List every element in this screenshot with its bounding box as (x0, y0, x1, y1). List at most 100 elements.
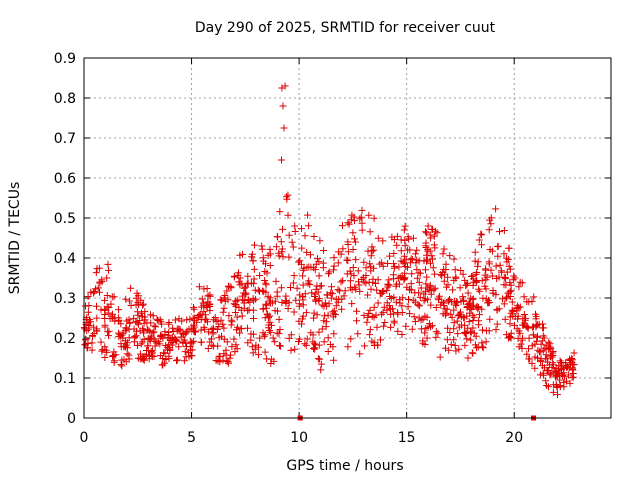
data-point (390, 250, 398, 257)
data-point (227, 283, 235, 291)
data-point (283, 193, 290, 201)
data-point (295, 258, 303, 266)
data-point (281, 82, 289, 90)
data-point (358, 226, 366, 234)
data-point (408, 270, 416, 278)
data-point (133, 342, 141, 349)
data-point (460, 296, 467, 304)
data-point (272, 243, 280, 251)
data-point (426, 247, 434, 255)
data-point (362, 272, 370, 279)
data-point (318, 301, 326, 309)
data-point (123, 344, 131, 352)
data-point (280, 124, 288, 132)
data-point (220, 294, 228, 302)
data-point (194, 313, 202, 321)
data-point (262, 281, 270, 289)
data-point (338, 295, 346, 303)
data-point (204, 292, 212, 300)
data-point (545, 338, 553, 346)
data-point (404, 263, 411, 271)
data-point (365, 278, 373, 286)
data-point (277, 342, 284, 350)
data-point (401, 242, 409, 250)
data-point (423, 229, 431, 237)
data-point (440, 277, 448, 285)
data-point (307, 251, 314, 259)
data-point (449, 286, 457, 294)
data-point (446, 329, 454, 336)
data-point (493, 306, 501, 314)
data-point (492, 326, 500, 334)
data-point (267, 360, 275, 367)
data-point (349, 229, 357, 237)
data-point (217, 316, 225, 324)
data-point (485, 298, 493, 306)
data-point (220, 304, 228, 312)
data-point (469, 282, 477, 289)
data-point (264, 314, 272, 322)
data-point (96, 288, 103, 296)
data-point (112, 351, 120, 359)
data-point (285, 299, 293, 307)
data-point (232, 297, 240, 305)
data-point (285, 334, 293, 342)
data-point (456, 284, 464, 292)
data-point (370, 303, 378, 311)
x-axis-label: GPS time / hours (286, 458, 403, 474)
data-point (107, 300, 115, 308)
data-point (549, 359, 557, 367)
data-point (383, 286, 391, 294)
data-point (293, 284, 301, 292)
data-point (469, 275, 477, 283)
data-point (450, 319, 458, 327)
data-point (138, 338, 146, 346)
data-point (568, 373, 576, 381)
data-point (287, 346, 295, 354)
data-point (289, 279, 297, 287)
data-point (411, 289, 419, 297)
data-point (261, 277, 269, 284)
data-point (427, 301, 435, 309)
data-point (232, 341, 240, 349)
data-point (307, 329, 315, 337)
data-point (514, 334, 522, 342)
data-point (548, 353, 556, 361)
data-point (212, 357, 220, 364)
data-point (358, 276, 366, 283)
data-point (555, 370, 563, 377)
data-point (516, 329, 524, 337)
data-point (149, 346, 157, 354)
data-point (460, 328, 468, 336)
data-point (394, 274, 402, 282)
data-point (314, 255, 321, 263)
data-point (219, 320, 227, 328)
data-point (423, 257, 430, 265)
data-point (421, 341, 429, 348)
data-point (330, 266, 337, 274)
data-point (556, 382, 564, 390)
data-point (125, 355, 133, 363)
data-point (118, 331, 126, 339)
data-point (543, 382, 551, 389)
data-point (318, 325, 326, 333)
data-point (273, 233, 281, 241)
data-point (97, 338, 105, 346)
data-point (179, 339, 187, 347)
data-point (438, 298, 446, 306)
data-point (171, 316, 179, 324)
data-point (422, 266, 429, 274)
data-point (427, 323, 435, 331)
data-point (469, 324, 477, 332)
data-point (478, 231, 486, 239)
data-point (415, 278, 423, 286)
data-point (88, 339, 96, 347)
data-point (231, 309, 239, 316)
data-point (140, 356, 148, 364)
data-point (434, 329, 442, 337)
data-point (457, 267, 465, 274)
data-point (557, 359, 565, 366)
data-point (354, 267, 362, 275)
data-point (474, 262, 482, 270)
data-point (332, 302, 340, 310)
